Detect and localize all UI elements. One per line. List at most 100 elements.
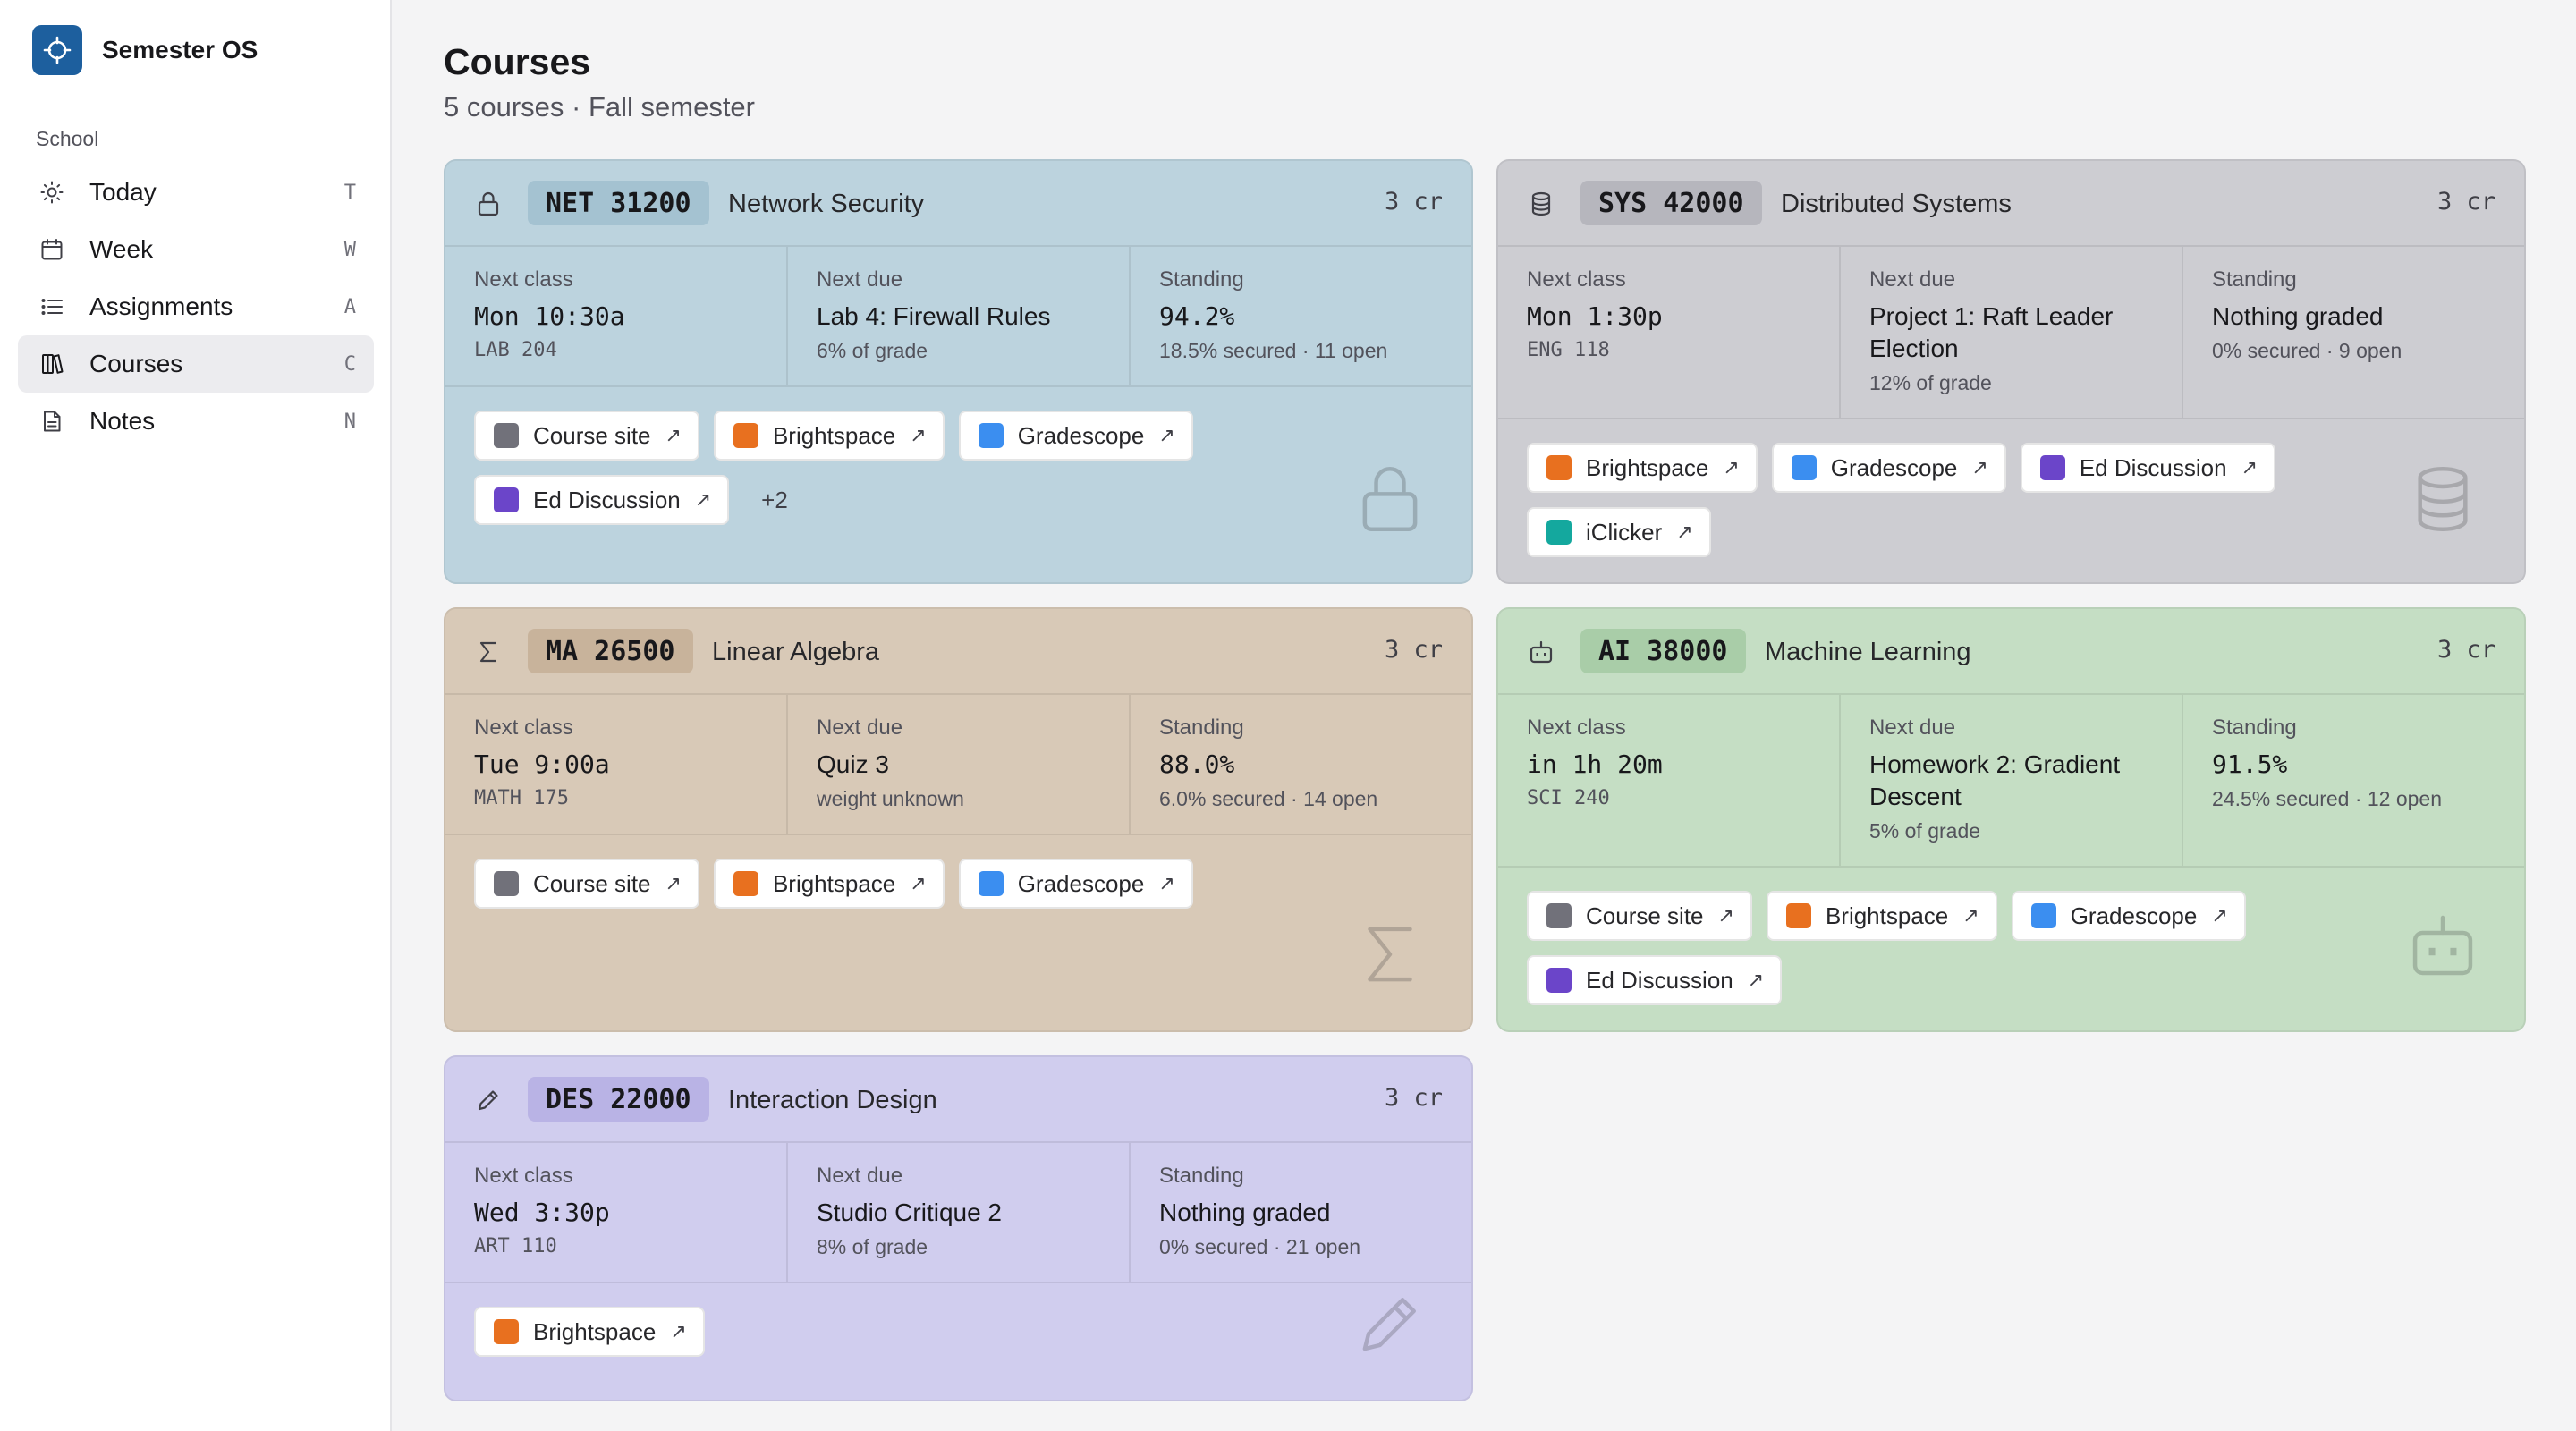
external-link-icon: ↗ xyxy=(1158,424,1175,446)
link-brightspace[interactable]: Brightspace ↗ xyxy=(474,1307,705,1357)
color-swatch xyxy=(1546,903,1572,928)
stat-next-class: Next class Tue 9:00a MATH 175 xyxy=(445,695,788,834)
color-swatch xyxy=(494,871,519,896)
stat-next-due[interactable]: Next due Homework 2: Gradient Descent 5%… xyxy=(1841,695,2183,866)
card-links: Course site ↗ Brightspace ↗ Gradescope ↗ Ed… xyxy=(445,387,1471,531)
link-label: Gradescope xyxy=(2070,902,2198,929)
course-card-net-31200[interactable]: NET 31200 Network Security 3 cr Next cla… xyxy=(444,159,1473,584)
external-link-icon: ↗ xyxy=(1158,872,1175,894)
next-due-title: Quiz 3 xyxy=(817,750,889,778)
sidebar-item-label: Courses xyxy=(89,350,183,377)
next-due-title: Project 1: Raft Leader Election xyxy=(1869,302,2114,362)
link-label: iClicker xyxy=(1586,518,1663,546)
stat-label: Next due xyxy=(817,267,903,292)
link-brightspace[interactable]: Brightspace ↗ xyxy=(1527,443,1758,493)
standing-detail: 0% secured · 9 open xyxy=(2212,339,2402,362)
external-link-icon: ↗ xyxy=(694,488,712,511)
stat-label: Next due xyxy=(817,716,903,740)
brand[interactable]: Semester OS xyxy=(32,25,258,75)
link-course-site[interactable]: Course site ↗ xyxy=(1527,891,1752,941)
sidebar-item-assignments[interactable]: Assignments A xyxy=(18,278,374,335)
due-weight: 5% of grade xyxy=(1869,819,1981,843)
link-brightspace[interactable]: Brightspace ↗ xyxy=(1766,891,1997,941)
pencil-icon xyxy=(474,1086,503,1114)
course-card-sys-42000[interactable]: SYS 42000 Distributed Systems 3 cr Next … xyxy=(1496,159,2526,584)
card-stats: Next class Mon 1:30p ENG 118 Next due Pr… xyxy=(1498,247,2524,419)
link-ed-discussion[interactable]: Ed Discussion ↗ xyxy=(474,475,730,525)
due-weight: 6% of grade xyxy=(817,339,928,362)
link-course-site[interactable]: Course site ↗ xyxy=(474,411,699,461)
link-iclicker[interactable]: iClicker ↗ xyxy=(1527,507,1711,557)
link-gradescope[interactable]: Gradescope ↗ xyxy=(1771,443,2006,493)
calendar-icon xyxy=(39,237,64,262)
card-header: MA 26500 Linear Algebra 3 cr xyxy=(445,609,1471,695)
sidebar-item-label: Notes xyxy=(89,407,156,435)
stat-next-due[interactable]: Next due Quiz 3 weight unknown xyxy=(788,695,1131,834)
room: LAB 204 xyxy=(474,339,557,361)
course-code-badge: AI 38000 xyxy=(1580,629,1746,673)
robot-icon xyxy=(1527,638,1555,666)
due-weight: 12% of grade xyxy=(1869,371,1992,394)
page-subtitle: 5 courses · Fall semester xyxy=(444,91,755,123)
link-brightspace[interactable]: Brightspace ↗ xyxy=(713,411,945,461)
course-card-ma-26500[interactable]: MA 26500 Linear Algebra 3 cr Next class … xyxy=(444,607,1473,1032)
link-course-site[interactable]: Course site ↗ xyxy=(474,859,699,909)
external-link-icon: ↗ xyxy=(665,872,682,894)
sigma-icon xyxy=(1350,914,1430,995)
sidebar-item-week[interactable]: Week W xyxy=(18,221,374,278)
standing-value: Nothing graded xyxy=(2212,302,2384,330)
course-name: Machine Learning xyxy=(1765,638,1971,666)
shortcut-key: W xyxy=(343,238,356,261)
color-swatch xyxy=(1785,903,1811,928)
stat-next-due[interactable]: Next due Studio Critique 2 8% of grade xyxy=(788,1143,1131,1282)
color-swatch xyxy=(494,423,519,448)
stat-label: Next class xyxy=(474,716,573,740)
color-swatch xyxy=(733,871,758,896)
course-card-des-22000[interactable]: DES 22000 Interaction Design 3 cr Next c… xyxy=(444,1055,1473,1401)
card-links: Course site ↗ Brightspace ↗ Gradescope ↗ xyxy=(445,835,1471,982)
database-icon xyxy=(1527,190,1555,218)
due-weight: 8% of grade xyxy=(817,1235,928,1258)
color-swatch xyxy=(978,871,1004,896)
course-code-badge: MA 26500 xyxy=(528,629,693,673)
external-link-icon: ↗ xyxy=(910,872,927,894)
card-links: Brightspace ↗ xyxy=(445,1283,1471,1357)
sigma-icon xyxy=(474,638,503,666)
stat-standing: Standing 91.5% 24.5% secured · 12 open xyxy=(2183,695,2524,866)
course-code-badge: DES 22000 xyxy=(528,1077,709,1122)
external-link-icon: ↗ xyxy=(1723,456,1740,478)
course-code-badge: NET 31200 xyxy=(528,181,709,225)
stat-next-due[interactable]: Next due Project 1: Raft Leader Election… xyxy=(1841,247,2183,418)
more-links-button[interactable]: +2 xyxy=(761,486,788,513)
sidebar-item-notes[interactable]: Notes N xyxy=(18,393,374,450)
link-label: Gradescope xyxy=(1017,869,1145,897)
sidebar: Semester OS School Today T xyxy=(0,0,392,1431)
standing-value: 91.5% xyxy=(2212,749,2288,779)
color-swatch xyxy=(2030,903,2056,928)
course-credits: 3 cr xyxy=(2436,188,2496,216)
link-brightspace[interactable]: Brightspace ↗ xyxy=(713,859,945,909)
course-credits: 3 cr xyxy=(1384,188,1443,216)
sidebar-item-courses[interactable]: Courses C xyxy=(18,335,374,393)
room: SCI 240 xyxy=(1527,787,1610,809)
link-label: Brightspace xyxy=(772,421,896,449)
link-gradescope[interactable]: Gradescope ↗ xyxy=(958,411,1193,461)
sidebar-item-today[interactable]: Today T xyxy=(18,164,374,221)
section-label-school: School xyxy=(36,127,99,150)
book-icon xyxy=(39,351,64,377)
standing-value: 94.2% xyxy=(1159,301,1235,331)
course-name: Distributed Systems xyxy=(1781,190,2012,218)
sidebar-item-label: Assignments xyxy=(89,292,233,320)
course-card-ai-38000[interactable]: AI 38000 Machine Learning 3 cr Next clas… xyxy=(1496,607,2526,1032)
link-gradescope[interactable]: Gradescope ↗ xyxy=(2011,891,2246,941)
due-weight: weight unknown xyxy=(817,787,964,810)
link-ed-discussion[interactable]: Ed Discussion ↗ xyxy=(1527,955,1783,1005)
next-due-title: Lab 4: Firewall Rules xyxy=(817,302,1051,330)
standing-detail: 0% secured · 21 open xyxy=(1159,1235,1361,1258)
stat-next-due[interactable]: Next due Lab 4: Firewall Rules 6% of gra… xyxy=(788,247,1131,385)
link-gradescope[interactable]: Gradescope ↗ xyxy=(958,859,1193,909)
standing-detail: 24.5% secured · 12 open xyxy=(2212,787,2443,810)
next-class-time: Tue 9:00a xyxy=(474,749,610,779)
link-ed-discussion[interactable]: Ed Discussion ↗ xyxy=(2020,443,2276,493)
card-header: DES 22000 Interaction Design 3 cr xyxy=(445,1057,1471,1143)
